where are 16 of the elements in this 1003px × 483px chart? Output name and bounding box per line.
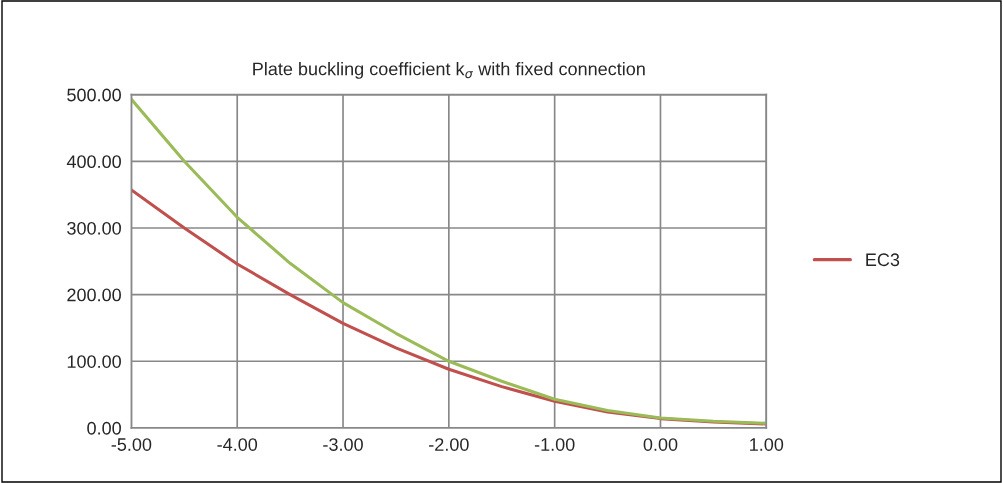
x-tick-label: -4.00 [217,438,258,451]
y-tick-label: 200.00 [67,288,121,302]
x-tick-label: -5.00 [111,438,152,451]
y-tick-label: 300.00 [67,221,121,235]
y-tick-label: 100.00 [67,355,121,368]
x-tick-label: -2.00 [429,438,469,451]
x-tick-label: 1.00 [750,438,784,451]
y-tick-label: 500.00 [67,88,121,102]
legend-label: EC3 [866,253,900,267]
y-tick-label: 400.00 [66,155,121,169]
x-tick-label: 0.00 [643,438,678,451]
chart-title: Plate buckling coefficient k$_{σ}$ with fixed connection [253,62,645,79]
x-tick-label: -3.00 [323,438,363,451]
y-tick-label: 0.00 [87,421,121,435]
line-series [131,97,767,425]
x-tick-label: -1.00 [534,438,575,451]
